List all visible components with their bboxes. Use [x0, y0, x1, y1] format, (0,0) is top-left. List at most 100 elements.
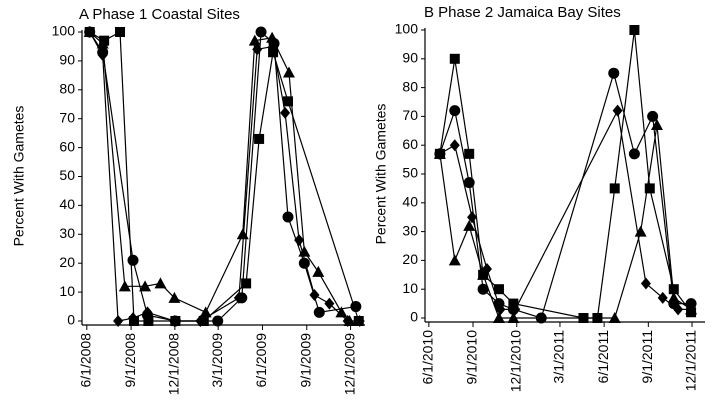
marker-triangle: [608, 312, 621, 323]
marker-triangle: [335, 306, 348, 318]
y-axis-label: Percent With Gametes: [11, 106, 27, 247]
marker-circle: [255, 26, 267, 38]
y-tick-label: 10: [402, 280, 418, 296]
marker-triangle: [118, 280, 131, 292]
marker-diamond: [434, 147, 445, 160]
x-tick-label: 6/1/2009: [253, 333, 269, 388]
marker-circle: [350, 301, 362, 313]
marker-diamond: [233, 291, 244, 304]
marker-circle: [608, 67, 620, 79]
marker-square: [508, 298, 519, 309]
x-tick-label: 12/1/2009: [341, 333, 357, 395]
marker-triangle: [248, 34, 261, 46]
chart-title: A Phase 1 Coastal Sites: [79, 6, 240, 23]
y-tick-label: 70: [59, 109, 75, 125]
y-tick-label: 0: [67, 312, 75, 328]
series-line: [439, 29, 692, 319]
series-line: [89, 31, 360, 322]
marker-triangle: [667, 291, 680, 303]
x-tick-label: 9/1/2009: [297, 333, 313, 388]
marker-triangle: [507, 312, 520, 323]
marker-triangle: [634, 225, 647, 237]
series-line: [89, 31, 351, 322]
y-tick-label: 30: [59, 225, 75, 241]
marker-diamond: [467, 211, 478, 224]
y-tick-label: 20: [59, 254, 75, 270]
marker-square: [644, 183, 655, 194]
x-tick-label: 3/1/2011: [551, 330, 567, 384]
marker-circle: [449, 105, 461, 117]
y-tick-label: 20: [402, 251, 418, 267]
marker-triangle: [154, 277, 167, 289]
x-tick-label: 6/1/2008: [78, 333, 94, 388]
marker-diamond: [142, 306, 153, 319]
marker-triangle: [266, 31, 279, 43]
marker-triangle: [96, 37, 109, 49]
marker-diamond: [252, 43, 263, 56]
y-tick-label: 100: [52, 23, 76, 39]
marker-diamond: [657, 291, 668, 304]
marker-triangle: [650, 119, 663, 131]
y-tick-label: 80: [59, 81, 75, 97]
marker-diamond: [169, 315, 180, 327]
marker-square: [668, 284, 679, 295]
marker-square: [143, 316, 154, 326]
marker-square: [115, 27, 126, 37]
marker-diamond: [354, 315, 365, 327]
y-tick-label: 30: [402, 222, 418, 238]
y-tick-label: 70: [402, 107, 418, 123]
chart-title: B Phase 2 Jamaica Bay Sites: [424, 4, 621, 21]
x-tick-label: 6/1/2011: [595, 330, 611, 384]
marker-diamond: [673, 303, 684, 316]
marker-diamond: [97, 49, 108, 62]
marker-diamond: [280, 106, 291, 119]
marker-triangle: [168, 291, 181, 303]
marker-square: [241, 278, 252, 289]
marker-triangle: [477, 268, 490, 280]
marker-diamond: [640, 277, 651, 290]
marker-diamond: [612, 104, 623, 117]
y-tick-label: 50: [59, 167, 75, 183]
series-line: [89, 31, 360, 322]
y-tick-label: 10: [59, 283, 75, 299]
marker-triangle: [492, 312, 505, 323]
marker-triangle: [463, 219, 476, 231]
marker-diamond: [342, 315, 353, 327]
series-line: [439, 70, 692, 319]
marker-triangle: [448, 254, 461, 266]
marker-circle: [628, 148, 640, 160]
marker-diamond: [510, 303, 521, 316]
x-tick-label: 9/1/2011: [639, 330, 655, 384]
x-tick-label: 3/1/2009: [209, 333, 225, 388]
marker-triangle: [139, 280, 152, 292]
x-tick-label: 9/1/2008: [122, 333, 138, 388]
marker-circle: [282, 211, 294, 223]
marker-square: [449, 53, 460, 64]
marker-diamond: [268, 40, 279, 53]
y-tick-label: 40: [402, 194, 418, 210]
y-tick-label: 80: [402, 78, 418, 94]
marker-circle: [313, 306, 325, 318]
marker-circle: [127, 254, 139, 266]
marker-diamond: [686, 303, 697, 316]
marker-circle: [647, 110, 659, 122]
marker-circle: [212, 315, 224, 327]
marker-diamond: [495, 303, 506, 316]
marker-diamond: [324, 297, 335, 310]
marker-square: [592, 313, 603, 323]
x-tick-label: 12/1/2008: [166, 333, 182, 395]
y-tick-label: 0: [410, 309, 418, 325]
marker-diamond: [128, 312, 139, 325]
marker-triangle: [282, 66, 295, 78]
y-tick-label: 60: [402, 136, 418, 152]
x-tick-label: 9/1/2010: [464, 330, 480, 385]
y-tick-label: 50: [402, 165, 418, 181]
marker-triangle: [312, 265, 325, 277]
y-axis-label: Percent With Gametes: [373, 104, 389, 245]
y-tick-label: 90: [402, 50, 418, 66]
marker-square: [578, 313, 589, 323]
marker-triangle: [298, 245, 311, 257]
x-tick-label: 6/1/2010: [420, 330, 436, 385]
marker-circle: [535, 312, 547, 324]
